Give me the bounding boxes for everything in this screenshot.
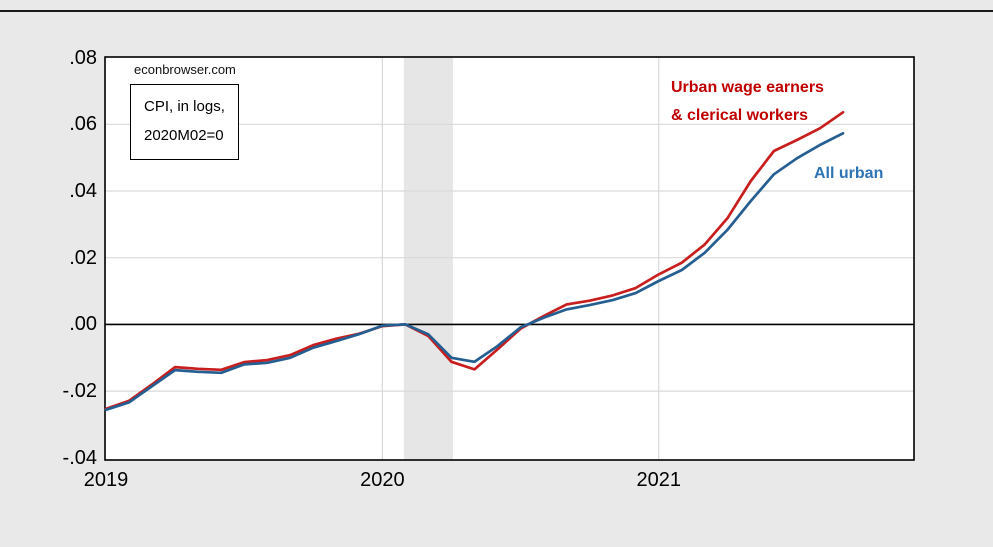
note-line-1: CPI, in logs,: [144, 98, 225, 115]
chart-top-border: [0, 10, 993, 12]
series-label-cpi-w-line1: Urban wage earners: [671, 79, 824, 96]
series-line-cpi-u: [104, 131, 845, 412]
y-axis-tick-label: .06: [69, 113, 97, 136]
series-label-cpi-w-line2: & clerical workers: [671, 107, 808, 124]
y-axis-tick-label: -.02: [62, 380, 97, 403]
note-line-2: 2020M02=0: [144, 127, 224, 144]
recession-shading: [403, 57, 453, 460]
y-axis-tick-label: .04: [69, 180, 97, 202]
x-axis-tick-label: 2020: [360, 469, 405, 491]
y-axis-tick-label: .08: [69, 46, 97, 69]
series-label-cpi-u: All urban: [814, 165, 884, 182]
series-line-cpi-w: [104, 110, 845, 411]
series-label-cpi-w: Urban wage earners & clerical workers: [671, 74, 824, 130]
x-axis-tick-label: 2019: [83, 469, 129, 491]
note-box: CPI, in logs, 2020M02=0: [130, 84, 239, 160]
y-axis-tick-label: .00: [69, 313, 97, 336]
y-axis-tick-label: -.04: [62, 446, 97, 469]
x-axis-tick-label: 2021: [636, 469, 681, 491]
y-axis-tick-label: .02: [69, 246, 97, 269]
plot-frame: [104, 56, 915, 461]
watermark-econbrowser: econbrowser.com: [134, 62, 236, 77]
